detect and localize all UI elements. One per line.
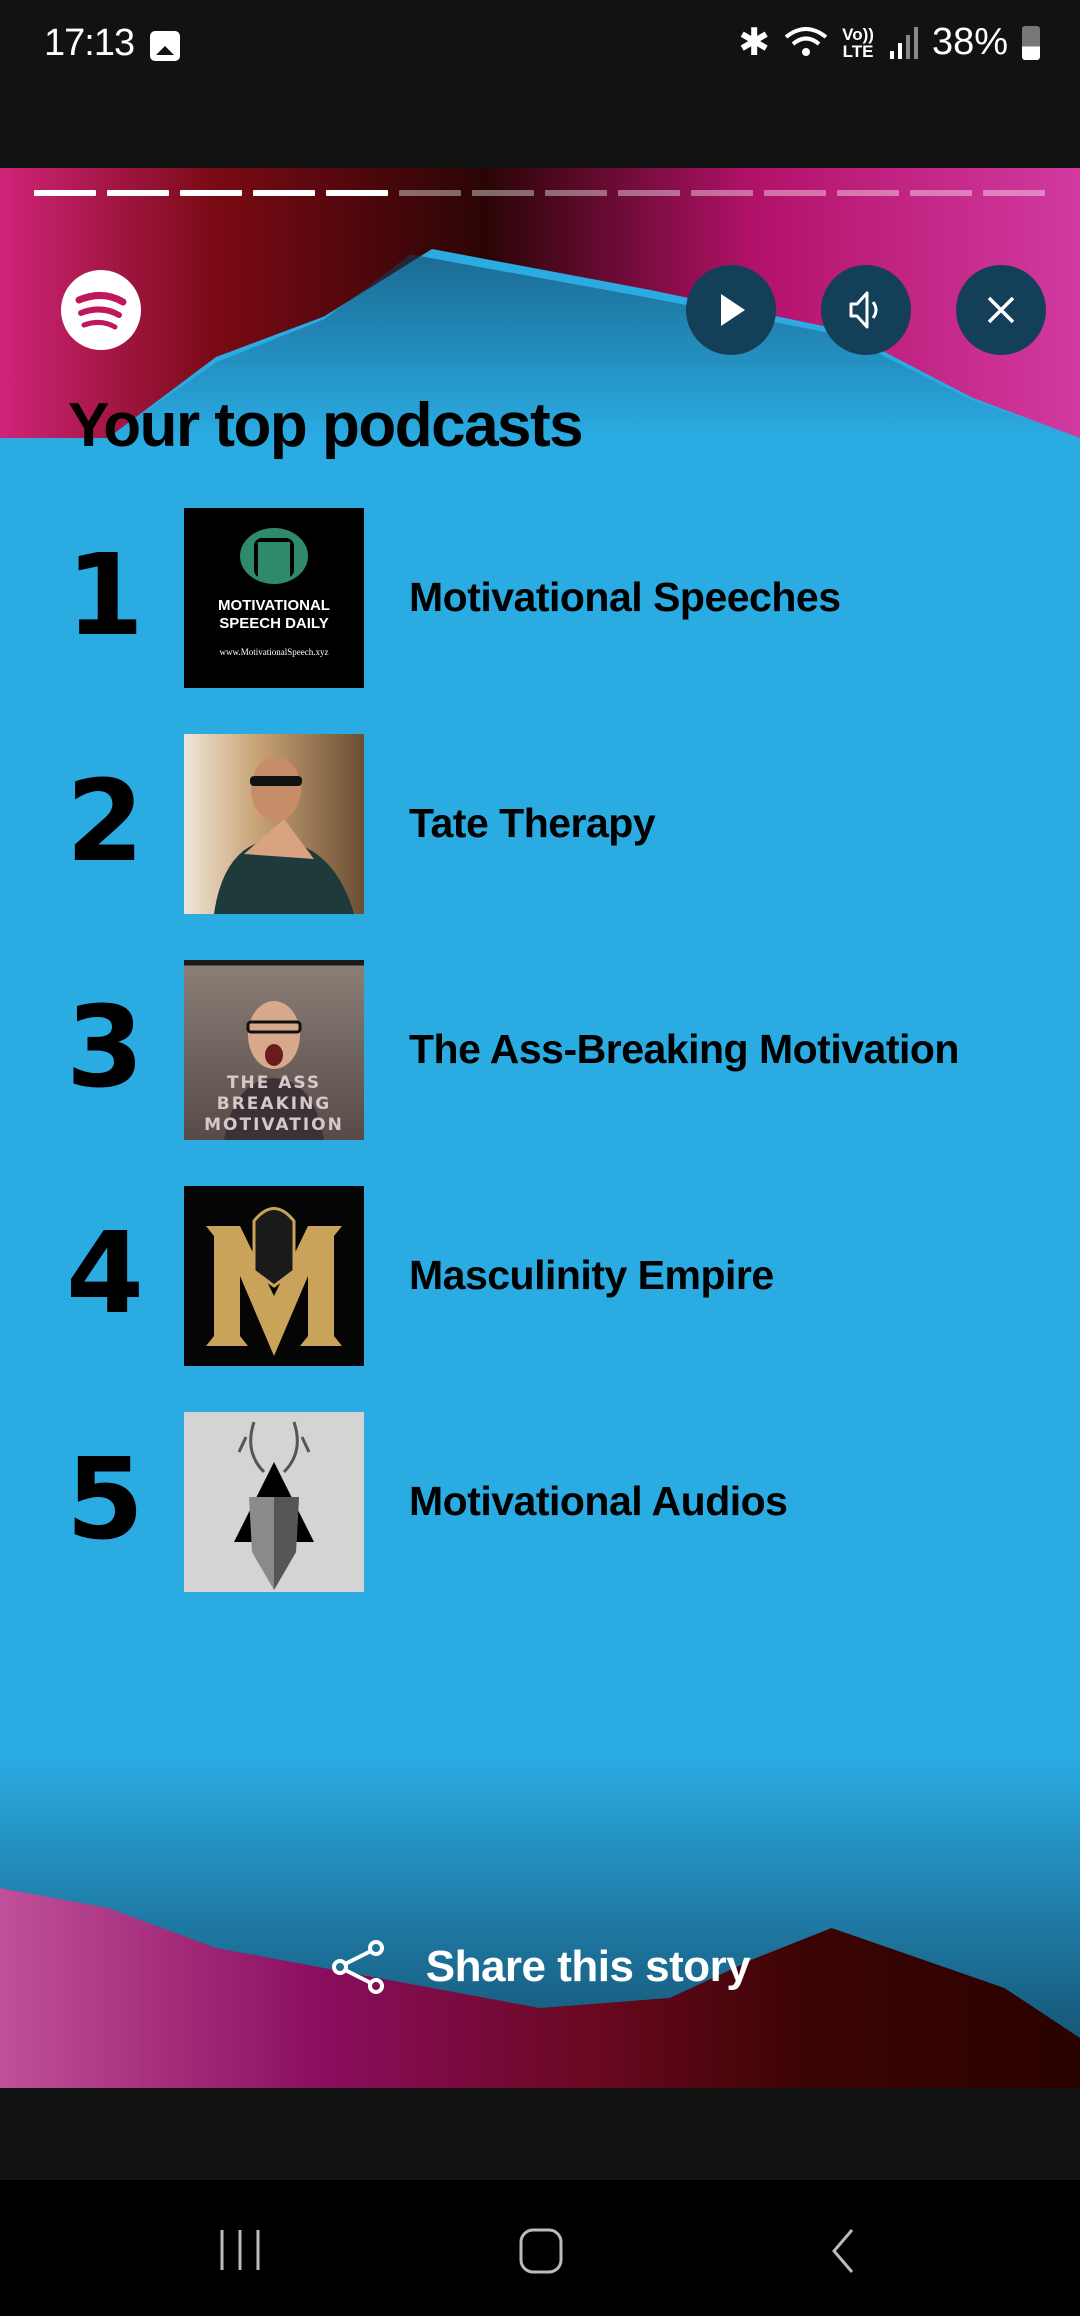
- cover-text: THE ASS: [227, 1073, 321, 1093]
- story-progress: [34, 190, 1045, 196]
- volte-label: Vo)): [842, 24, 874, 44]
- lte-label: LTE: [842, 41, 874, 61]
- battery-percent: 38%: [931, 21, 1008, 63]
- cover-text: MOTIVATIONAL: [218, 597, 330, 614]
- progress-segment: [983, 190, 1045, 196]
- podcast-cover: [184, 1412, 364, 1592]
- podcast-name: Tate Therapy: [409, 800, 656, 846]
- story-title: Your top podcasts: [68, 391, 584, 460]
- bottom-spacer: [0, 2088, 1080, 2180]
- rank-number: 2: [66, 757, 144, 887]
- mute-button[interactable]: [821, 265, 911, 355]
- status-bar: 17:13 ✱ Vo)) LTE 38%: [0, 0, 1080, 168]
- back-button[interactable]: [828, 2228, 858, 2274]
- rank-number: 3: [66, 983, 144, 1113]
- spotify-logo: [61, 270, 141, 350]
- share-story-button[interactable]: Share this story: [0, 1938, 1080, 1996]
- progress-segment: [618, 190, 680, 196]
- play-button[interactable]: [686, 265, 776, 355]
- close-icon: [987, 296, 1015, 324]
- gallery-icon: [150, 31, 180, 61]
- progress-segment: [253, 190, 315, 196]
- podcast-name: The Ass-Breaking Motivation: [409, 1026, 959, 1072]
- wrapped-story[interactable]: Your top podcasts 1 MOTIVATIONAL SPEECH …: [0, 168, 1080, 2088]
- share-label: Share this story: [425, 1942, 751, 1991]
- podcast-name: Motivational Speeches: [409, 574, 841, 620]
- progress-segment: [691, 190, 753, 196]
- progress-segment: [180, 190, 242, 196]
- podcast-item-2[interactable]: 2 Tate Therapy: [0, 734, 1080, 914]
- progress-segment: [326, 190, 388, 196]
- podcast-item-1[interactable]: 1 MOTIVATIONAL SPEECH DAILY www.Motivati…: [0, 508, 1080, 688]
- podcast-item-4[interactable]: 4 Masculinity Empire: [0, 1186, 1080, 1366]
- wifi-icon: [784, 26, 828, 56]
- bluetooth-icon: ✱: [738, 22, 771, 64]
- podcast-name: Masculinity Empire: [409, 1252, 774, 1298]
- rank-number: 4: [66, 1209, 144, 1339]
- progress-segment: [399, 190, 461, 196]
- navigation-bar: [0, 2180, 1080, 2316]
- podcast-cover: THE ASS BREAKING MOTIVATION: [184, 960, 364, 1140]
- play-icon: [721, 294, 745, 326]
- speaker-icon: [849, 291, 878, 329]
- progress-segment: [545, 190, 607, 196]
- status-time: 17:13: [44, 22, 135, 64]
- podcast-item-3[interactable]: 3 THE ASS BREAKING MOTIVATION The Ass-Br…: [0, 960, 1080, 1140]
- volte-icon: Vo)) LTE: [842, 26, 874, 60]
- recent-apps-button[interactable]: [218, 2228, 262, 2272]
- cover-text: SPEECH DAILY: [219, 615, 328, 632]
- progress-segment: [764, 190, 826, 196]
- podcast-cover: [184, 1186, 364, 1366]
- podcast-cover: [184, 734, 364, 914]
- signal-icon: [889, 26, 918, 59]
- rank-number: 1: [66, 531, 144, 661]
- cover-text: BREAKING: [217, 1094, 332, 1114]
- podcast-name: Motivational Audios: [409, 1478, 788, 1524]
- progress-segment: [472, 190, 534, 196]
- progress-segment: [910, 190, 972, 196]
- progress-segment: [107, 190, 169, 196]
- cover-text: MOTIVATION: [204, 1115, 344, 1135]
- podcast-cover: MOTIVATIONAL SPEECH DAILY www.Motivation…: [184, 508, 364, 688]
- progress-segment: [837, 190, 899, 196]
- battery-icon: [1022, 25, 1040, 60]
- close-button[interactable]: [956, 265, 1046, 355]
- share-icon: [331, 1940, 384, 1994]
- cover-text: www.MotivationalSpeech.xyz: [220, 647, 329, 657]
- rank-number: 5: [66, 1435, 144, 1565]
- podcast-item-5[interactable]: 5 Motivational Audios: [0, 1412, 1080, 1592]
- home-button[interactable]: [518, 2228, 564, 2274]
- progress-segment: [34, 190, 96, 196]
